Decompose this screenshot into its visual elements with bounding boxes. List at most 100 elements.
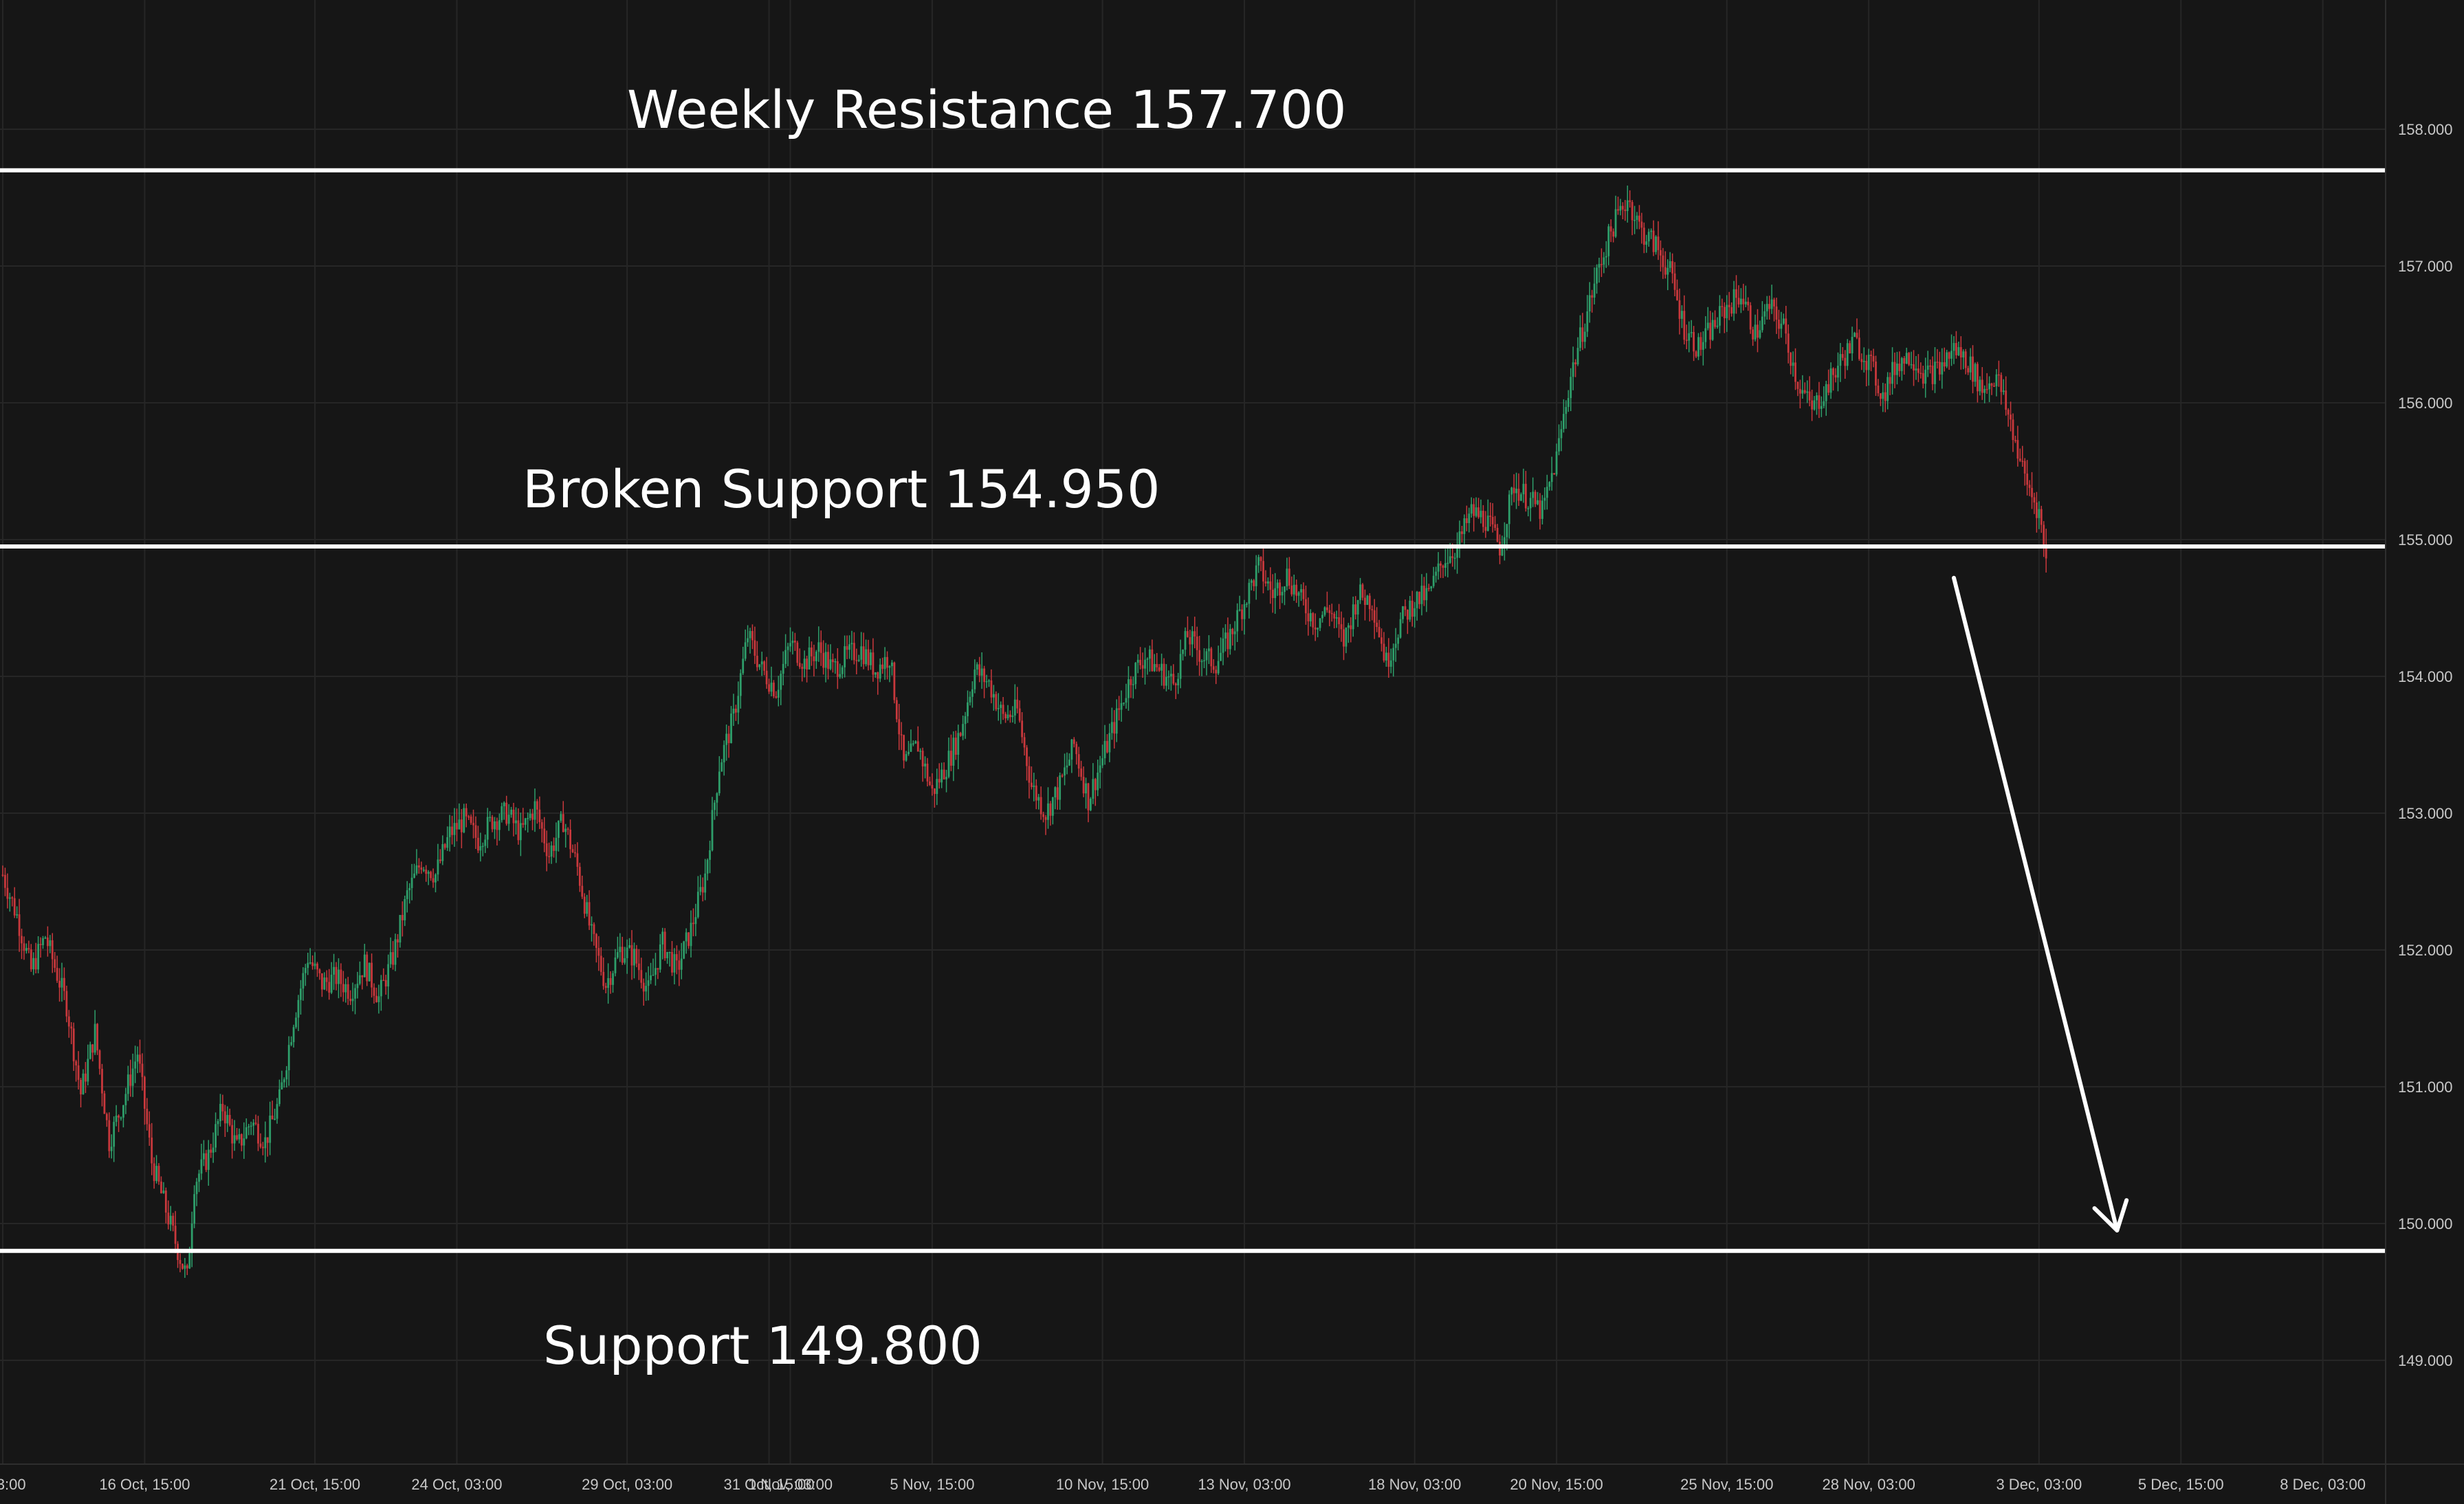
candle-body xyxy=(441,844,444,861)
candle xyxy=(1465,505,1468,531)
candle-body xyxy=(1250,580,1253,583)
candle-body xyxy=(484,839,487,846)
candle xyxy=(124,1087,127,1114)
candle-body xyxy=(338,969,340,984)
candle-body xyxy=(512,809,515,823)
candle xyxy=(1574,359,1576,377)
candle xyxy=(1922,366,1924,389)
candle xyxy=(278,1079,280,1107)
candle xyxy=(465,803,468,828)
candle-body xyxy=(1723,307,1726,318)
candle xyxy=(773,680,775,698)
candle xyxy=(1217,645,1220,676)
price-tick-label: 151.000 xyxy=(2398,1079,2453,1096)
candle xyxy=(311,955,314,970)
candle-body xyxy=(1669,261,1671,268)
candle-body xyxy=(997,707,1000,709)
candle xyxy=(113,1116,116,1162)
candle-body xyxy=(1506,524,1508,538)
candle-body xyxy=(115,1115,118,1123)
candle xyxy=(1972,345,1974,394)
candle-body xyxy=(1217,661,1220,674)
candle xyxy=(657,968,659,980)
candle xyxy=(1184,627,1187,656)
candle-body xyxy=(1690,332,1693,333)
candle xyxy=(1818,381,1820,419)
candle-body xyxy=(668,951,671,953)
candle xyxy=(397,933,399,958)
candle xyxy=(850,630,853,661)
candle-body xyxy=(676,954,678,961)
candle-body xyxy=(1312,612,1314,628)
candle xyxy=(18,898,21,952)
candle-body xyxy=(1867,355,1870,371)
candle xyxy=(56,955,58,983)
candle-body xyxy=(243,1138,245,1146)
candle-body xyxy=(1368,595,1371,610)
candle xyxy=(446,826,449,851)
candle xyxy=(2000,372,2003,405)
candle-body xyxy=(1151,649,1154,672)
candle-body xyxy=(822,652,825,668)
candle xyxy=(671,940,673,976)
candle-body xyxy=(491,817,494,830)
candle-body xyxy=(893,662,896,700)
candle xyxy=(269,1101,272,1155)
candle xyxy=(456,808,458,841)
candle xyxy=(1246,602,1248,608)
candle xyxy=(85,1061,87,1094)
candle xyxy=(758,664,761,670)
candle xyxy=(604,982,607,994)
candle-body xyxy=(985,681,988,683)
candle xyxy=(943,762,945,780)
candle-body xyxy=(1882,392,1884,399)
candle xyxy=(1900,357,1903,381)
candle-body xyxy=(1757,324,1759,338)
candle xyxy=(1307,597,1310,636)
candle xyxy=(1203,648,1205,669)
candle xyxy=(1926,351,1929,377)
candle-body xyxy=(1286,568,1288,587)
candle xyxy=(714,799,716,820)
candle-body xyxy=(23,943,25,951)
candle xyxy=(259,1133,262,1149)
candle xyxy=(1366,595,1369,606)
candle xyxy=(8,892,11,912)
candle xyxy=(1763,304,1766,325)
candle xyxy=(1309,609,1312,627)
candle-body xyxy=(276,1104,278,1119)
candle-body xyxy=(1790,353,1792,366)
candle xyxy=(870,649,872,670)
candle xyxy=(756,641,758,672)
candle-body xyxy=(39,944,42,945)
candle-body xyxy=(820,642,822,653)
candle-body xyxy=(673,954,676,973)
candle-body xyxy=(399,915,402,943)
candle-body xyxy=(775,696,778,698)
candle xyxy=(512,803,515,837)
candle xyxy=(1118,696,1121,721)
time-tick-label: 5 Dec, 15:00 xyxy=(2138,1476,2224,1493)
candle xyxy=(1537,491,1539,506)
candle xyxy=(1690,320,1693,338)
candle-body xyxy=(1070,739,1073,760)
candle xyxy=(794,632,796,651)
candle-body xyxy=(1583,331,1586,342)
candle xyxy=(647,966,650,1001)
candle xyxy=(1255,555,1257,600)
candle-body xyxy=(1449,556,1451,563)
candle-body xyxy=(422,870,425,871)
candle xyxy=(1541,495,1543,524)
candle xyxy=(1995,368,1998,397)
candle-body xyxy=(205,1153,208,1170)
candle-body xyxy=(1097,773,1099,790)
price-tick-label: 150.000 xyxy=(2398,1215,2453,1232)
candle-body xyxy=(60,977,63,988)
candle-body xyxy=(1423,586,1425,601)
candle xyxy=(496,817,498,845)
candle-body xyxy=(1782,318,1785,324)
candle xyxy=(1106,734,1108,754)
candle xyxy=(401,901,404,937)
candle xyxy=(283,1077,285,1088)
